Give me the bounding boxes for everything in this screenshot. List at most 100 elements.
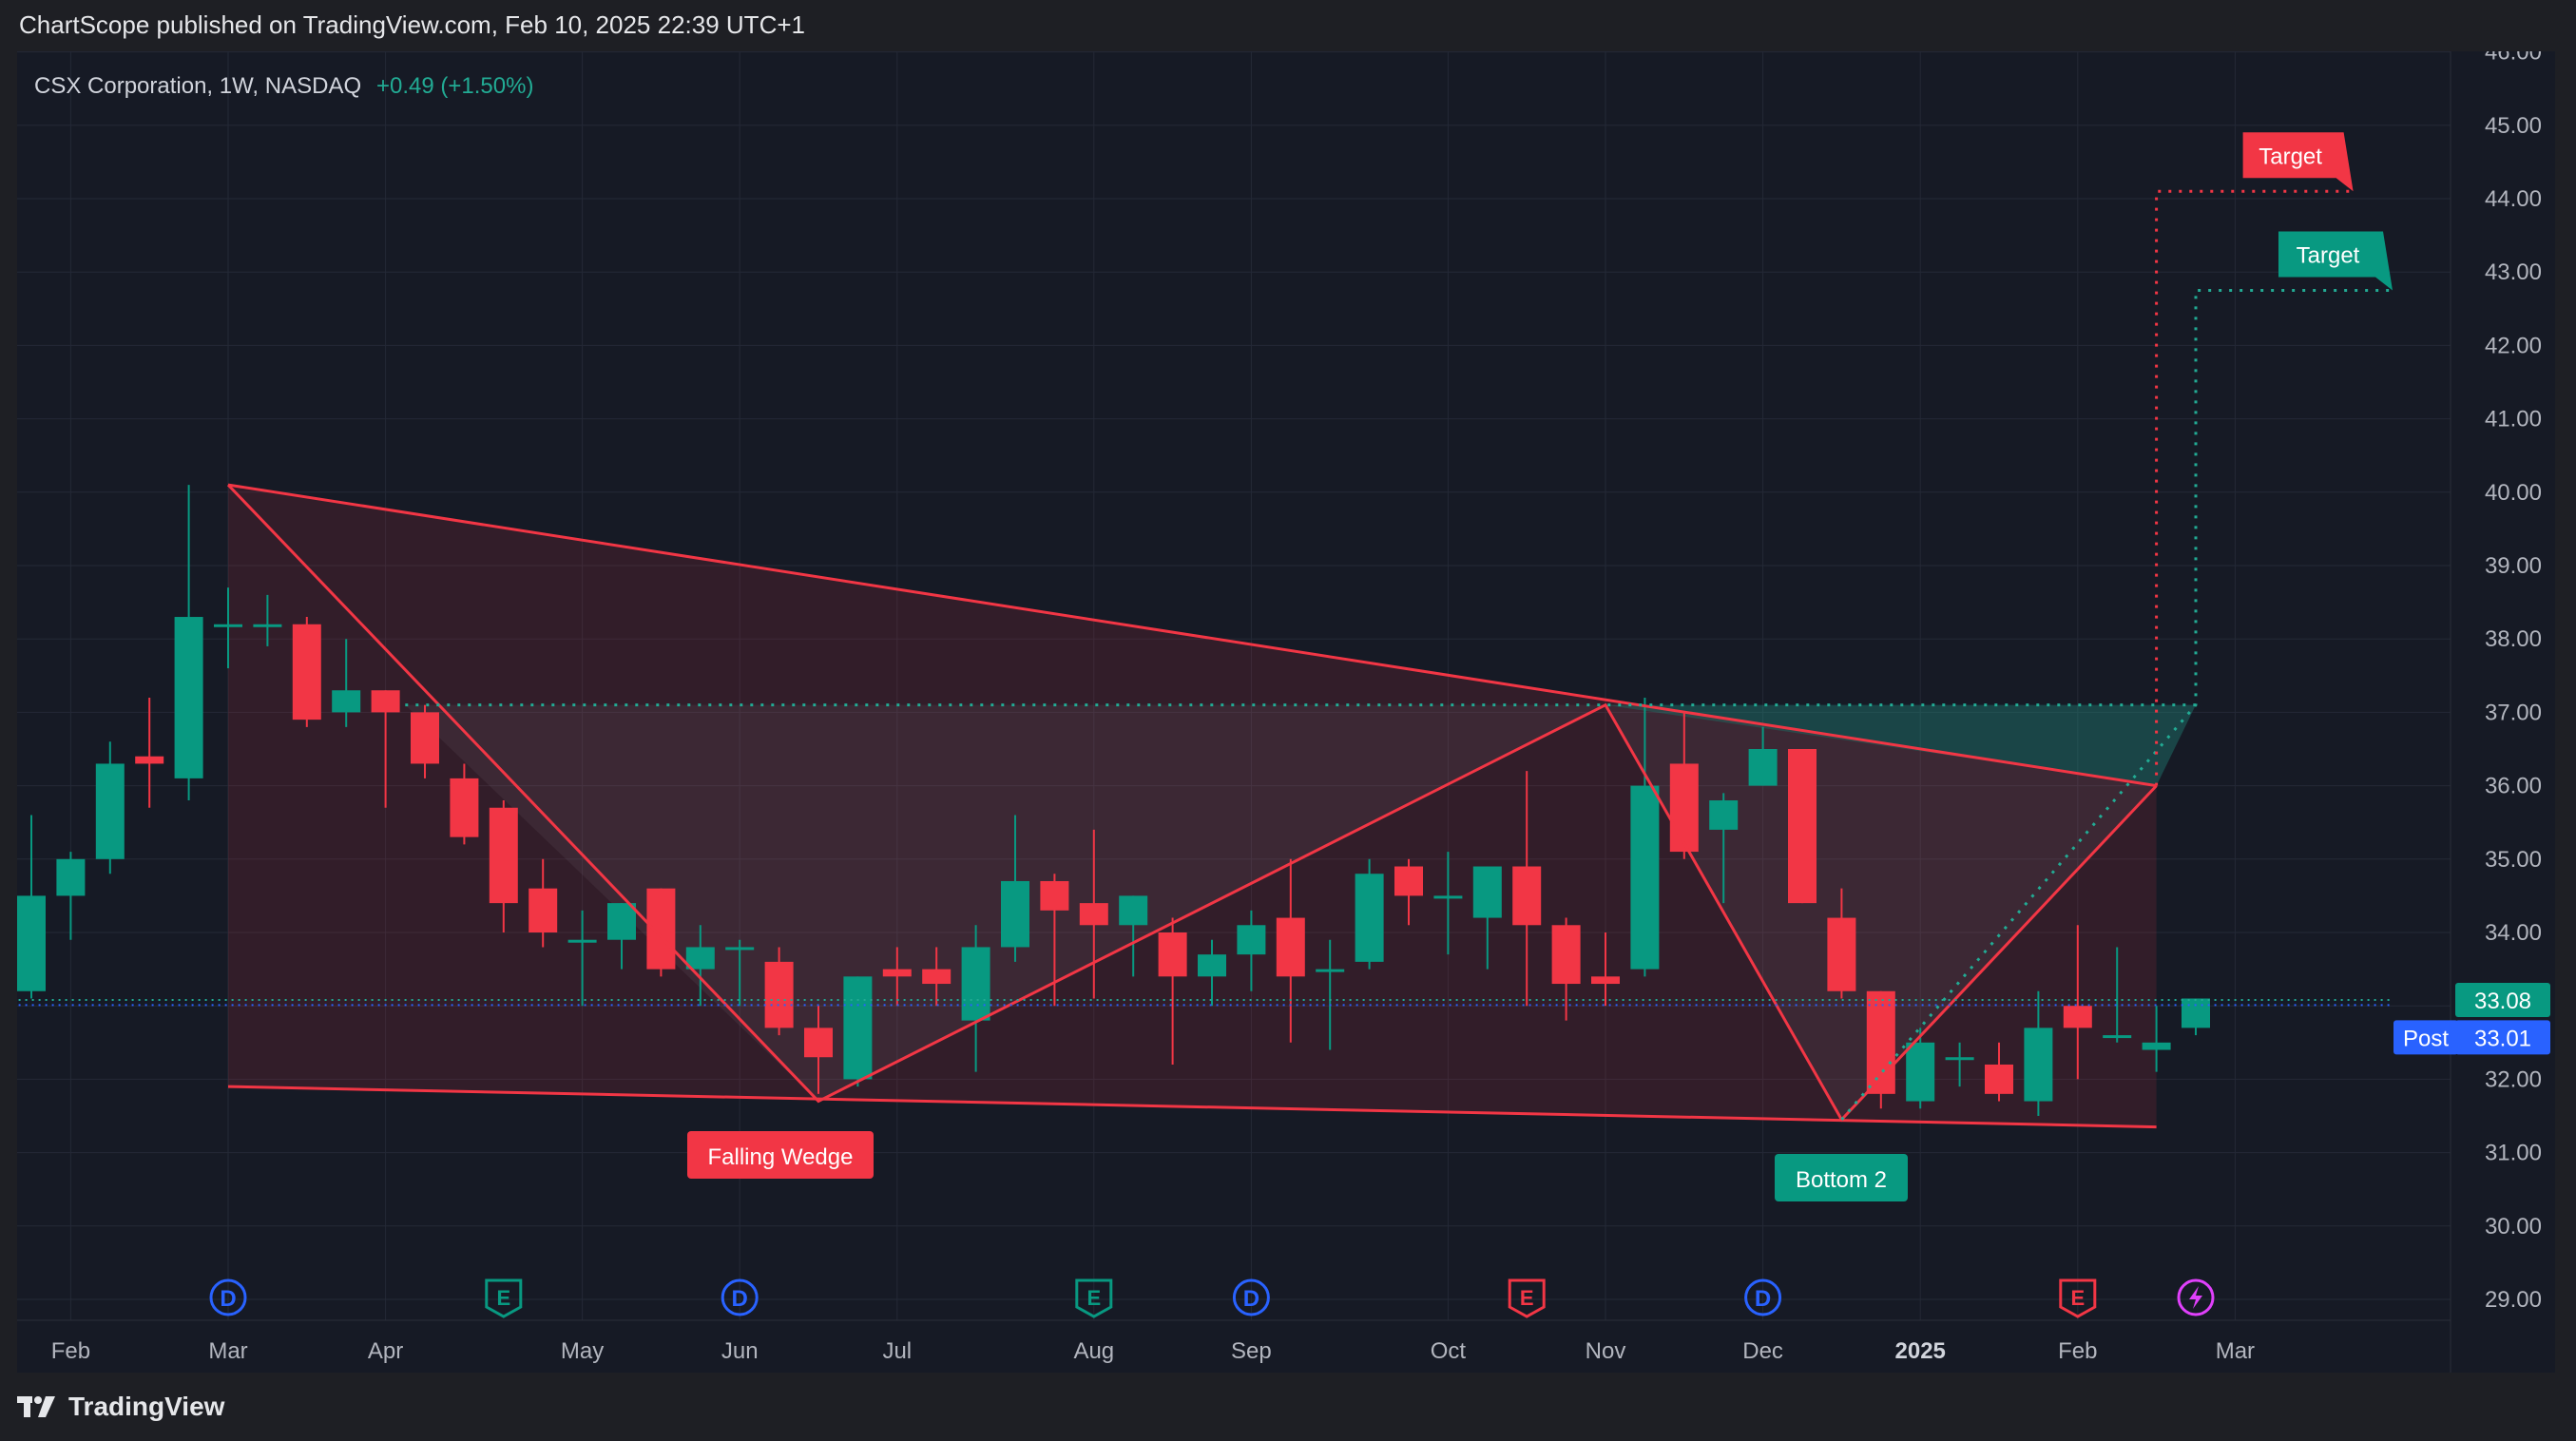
target-label-red[interactable]: Target (2242, 132, 2354, 192)
candle (2182, 998, 2210, 1036)
price-tick-label: 45.00 (2485, 113, 2542, 139)
candle-body (607, 903, 636, 940)
dividend-marker-icon[interactable]: D (1744, 1278, 1782, 1316)
earnings-marker-icon[interactable]: E (1075, 1278, 1113, 1318)
candle-body (1316, 969, 1345, 972)
dividend-letter: D (1243, 1286, 1259, 1312)
candle (489, 800, 518, 932)
candle-body (95, 763, 125, 859)
candle (1158, 917, 1187, 1065)
dividend-letter: D (732, 1286, 748, 1312)
candle (1355, 858, 1384, 970)
candle (2063, 925, 2092, 1080)
earnings-badge (1075, 1278, 1113, 1318)
earnings-badge (485, 1278, 523, 1318)
upcoming-event-icon[interactable] (2177, 1278, 2215, 1316)
candle (332, 639, 361, 727)
price-tick-label: 36.00 (2485, 774, 2542, 799)
wedge-lower-line (227, 1085, 2157, 1129)
time-axis-labels[interactable]: Feb Mar Apr May Jun Jul Aug Sep Oct Nov Dec 2025 Feb… (51, 1338, 2255, 1364)
candle (1472, 866, 1502, 970)
candle-body (1119, 895, 1148, 926)
time-tick-label: Feb (2058, 1338, 2097, 1364)
candles[interactable] (17, 485, 2210, 1116)
price-axis[interactable] (2451, 51, 2555, 1373)
candle (725, 939, 755, 1007)
earnings-badge (2059, 1278, 2097, 1318)
wedge-upper-line (227, 483, 2157, 788)
candle-body (529, 888, 558, 932)
price-tick-label: 40.00 (2485, 480, 2542, 506)
published-info: ChartScope published on TradingView.com,… (19, 10, 805, 39)
earnings-letter: E (496, 1286, 510, 1310)
candle (135, 697, 164, 808)
bottom2-label[interactable]: Bottom 2 (1775, 1154, 1908, 1201)
candle (529, 858, 558, 948)
candle (1001, 815, 1029, 962)
price-tick-label: 32.00 (2485, 1066, 2542, 1092)
candle (1433, 852, 1463, 955)
earnings-marker-icon[interactable]: E (1508, 1278, 1546, 1318)
grid-lines (17, 51, 2451, 1320)
candle-body (1472, 866, 1502, 918)
candle (1945, 1042, 1974, 1087)
time-tick-label: Mar (2216, 1338, 2255, 1364)
candle-body (804, 1028, 833, 1058)
candle (804, 1006, 833, 1094)
candle-body (1394, 866, 1423, 896)
candle-body (1512, 866, 1542, 926)
candle (1237, 910, 1266, 991)
dividend-marker-icon[interactable]: D (209, 1278, 247, 1316)
time-tick-label: Feb (51, 1338, 90, 1364)
candle-body (961, 947, 990, 1021)
post-price-tag: Post 33.01 (2393, 1020, 2550, 1055)
price-tick-label: 46.00 (2485, 51, 2542, 66)
candle-body (2142, 1042, 2171, 1050)
candle (843, 976, 873, 1087)
target-label-green[interactable]: Target (2278, 231, 2393, 291)
candle-body (2024, 1028, 2053, 1102)
candle (607, 903, 636, 970)
candle (292, 617, 321, 727)
candle (1316, 939, 1345, 1050)
price-axis-labels: 29.0030.0031.0032.0033.0034.0035.0036.00… (2485, 40, 2542, 1313)
price-tick-label: 35.00 (2485, 847, 2542, 873)
candle-body (371, 690, 400, 713)
candle-body (489, 807, 518, 904)
tradingview-brand[interactable]: TradingView (68, 1392, 225, 1421)
last-price: 33.08 (2474, 989, 2531, 1014)
candle-body (1669, 763, 1699, 853)
candle-body (1591, 976, 1620, 985)
candle (1906, 1028, 1935, 1109)
price-tick-label: 43.00 (2485, 259, 2542, 285)
flash-circle (2177, 1278, 2215, 1316)
price-tick-label: 38.00 (2485, 626, 2542, 652)
earnings-marker-icon[interactable]: E (2059, 1278, 2097, 1318)
candle-body (1827, 917, 1856, 991)
candle (1669, 712, 1699, 859)
candle-body (1985, 1064, 2013, 1094)
price-tick-label: 37.00 (2485, 700, 2542, 725)
red-target-projection (2155, 189, 2354, 786)
candle (1866, 990, 1895, 1109)
earnings-marker-icon[interactable]: E (485, 1278, 523, 1318)
dividend-marker-icon[interactable]: D (721, 1278, 759, 1316)
price-tick-label: 41.00 (2485, 407, 2542, 432)
price-tick-label: 30.00 (2485, 1214, 2542, 1239)
dividend-marker-icon[interactable]: D (1232, 1278, 1270, 1316)
candle (1551, 917, 1581, 1021)
target-red-text: Target (2259, 144, 2322, 169)
candle-body (646, 888, 676, 970)
candle-body (292, 624, 321, 720)
post-label: Post (2403, 1026, 2449, 1051)
earnings-letter: E (2070, 1286, 2085, 1310)
time-tick-label: 2025 (1895, 1338, 1946, 1364)
symbol-legend[interactable]: CSX Corporation, 1W, NASDAQ (34, 73, 361, 99)
candle (1119, 895, 1148, 977)
pattern-lines (0, 189, 2393, 1129)
dividend-letter: D (1755, 1286, 1771, 1312)
falling-wedge-label[interactable]: Falling Wedge (687, 1131, 874, 1179)
